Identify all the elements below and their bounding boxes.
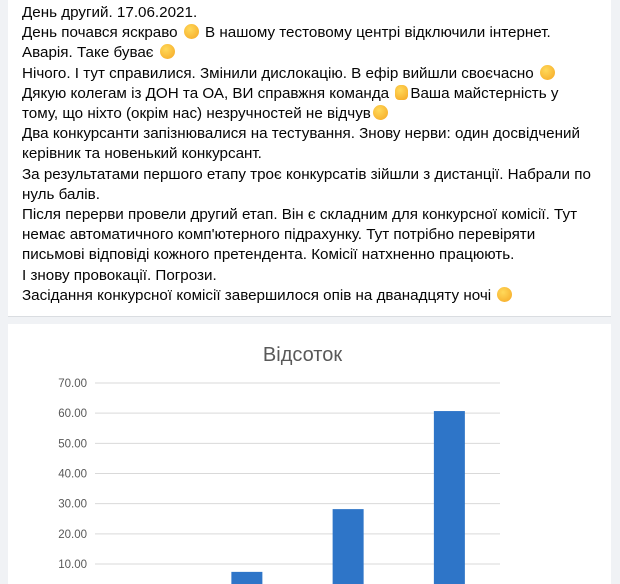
y-tick-label: 60.00 — [58, 408, 87, 420]
post-line: нуль балів. — [22, 185, 607, 205]
winking-face-icon — [372, 105, 388, 121]
post-text-segment: І знову провокації. Погрози. — [22, 266, 217, 284]
post-text-segment: Аварія. Таке буває — [22, 44, 158, 62]
post-text-segment: День почався яскраво — [22, 24, 182, 42]
post-card: День другий. 17.06.2021. День почався яск… — [8, 0, 611, 317]
post-line: Засідання конкурсної комісії завершилося… — [22, 286, 607, 306]
post-text: День другий. 17.06.2021. День почався яск… — [22, 3, 607, 306]
thumbs-up-icon — [395, 84, 409, 100]
post-text-segment: Засідання конкурсної комісії завершилося… — [22, 286, 496, 304]
post-text-segment: Ваша майстерність у — [410, 84, 559, 102]
post-line: День почався яскраво В нашому тестовому … — [22, 23, 607, 43]
bar — [231, 571, 263, 584]
y-tick-label: 70.00 — [58, 378, 87, 390]
post-line: немає автоматичного комп'ютерного підрах… — [22, 225, 607, 245]
winking-face-icon — [539, 64, 555, 80]
y-tick-label: 40.00 — [58, 469, 87, 481]
post-text-segment: немає автоматичного комп'ютерного підрах… — [22, 226, 536, 244]
chart-title: Відсоток — [263, 344, 342, 366]
bar — [332, 509, 364, 584]
post-line: письмові відповіді кожного претендента. … — [22, 245, 607, 265]
post-text-segment: нуль балів. — [22, 185, 100, 203]
pleading-face-icon — [159, 44, 175, 60]
post-line: керівник та новенький конкурсант. — [22, 144, 607, 164]
post-line: Нічого. І тут справилися. Змінили дислок… — [22, 64, 607, 84]
post-text-segment: Після перерви провели другий етап. Він є… — [22, 206, 578, 224]
post-line: Дякую колегам із ДОН та ОА, ВИ справжня … — [22, 84, 607, 104]
post-line: Аварія. Таке буває — [22, 43, 607, 63]
post-line: тому, що ніхто (окрім нас) незручностей … — [22, 104, 607, 124]
post-line: Після перерви провели другий етап. Він є… — [22, 205, 607, 225]
post-line: Два конкурсанти запізнювалися на тестува… — [22, 124, 607, 144]
upside-down-face-icon — [497, 286, 513, 302]
post-line: За результатами першого етапу троє конку… — [22, 165, 607, 185]
post-line: І знову провокації. Погрози. — [22, 266, 607, 286]
post-text-segment: В нашому тестовому центрі відключили інт… — [200, 24, 551, 42]
post-text-segment: тому, що ніхто (окрім нас) незручностей … — [22, 105, 371, 123]
post-text-segment: День другий. 17.06.2021. — [22, 4, 198, 21]
post-text-segment: Нічого. І тут справилися. Змінили дислок… — [22, 64, 538, 82]
y-tick-label: 30.00 — [58, 499, 87, 511]
post-text-segment: письмові відповіді кожного претендента. … — [22, 246, 515, 264]
post-text-segment: Два конкурсанти запізнювалися на тестува… — [22, 125, 580, 143]
post-text-segment: керівник та новенький конкурсант. — [22, 145, 262, 163]
y-tick-label: 50.00 — [58, 438, 87, 450]
chart-image[interactable]: Відсоток0.0010.0020.0030.0040.0050.0060.… — [8, 324, 611, 584]
post-text-segment: Дякую колегам із ДОН та ОА, ВИ справжня … — [22, 84, 394, 102]
post-text-segment: За результатами першого етапу троє конку… — [22, 165, 591, 183]
post-line: День другий. 17.06.2021. — [22, 3, 607, 23]
y-tick-label: 10.00 — [58, 559, 87, 571]
bar-chart: Відсоток0.0010.0020.0030.0040.0050.0060.… — [58, 344, 500, 584]
bar — [433, 411, 465, 584]
rolling-laughing-face-icon — [183, 24, 199, 40]
y-tick-label: 20.00 — [58, 529, 87, 541]
